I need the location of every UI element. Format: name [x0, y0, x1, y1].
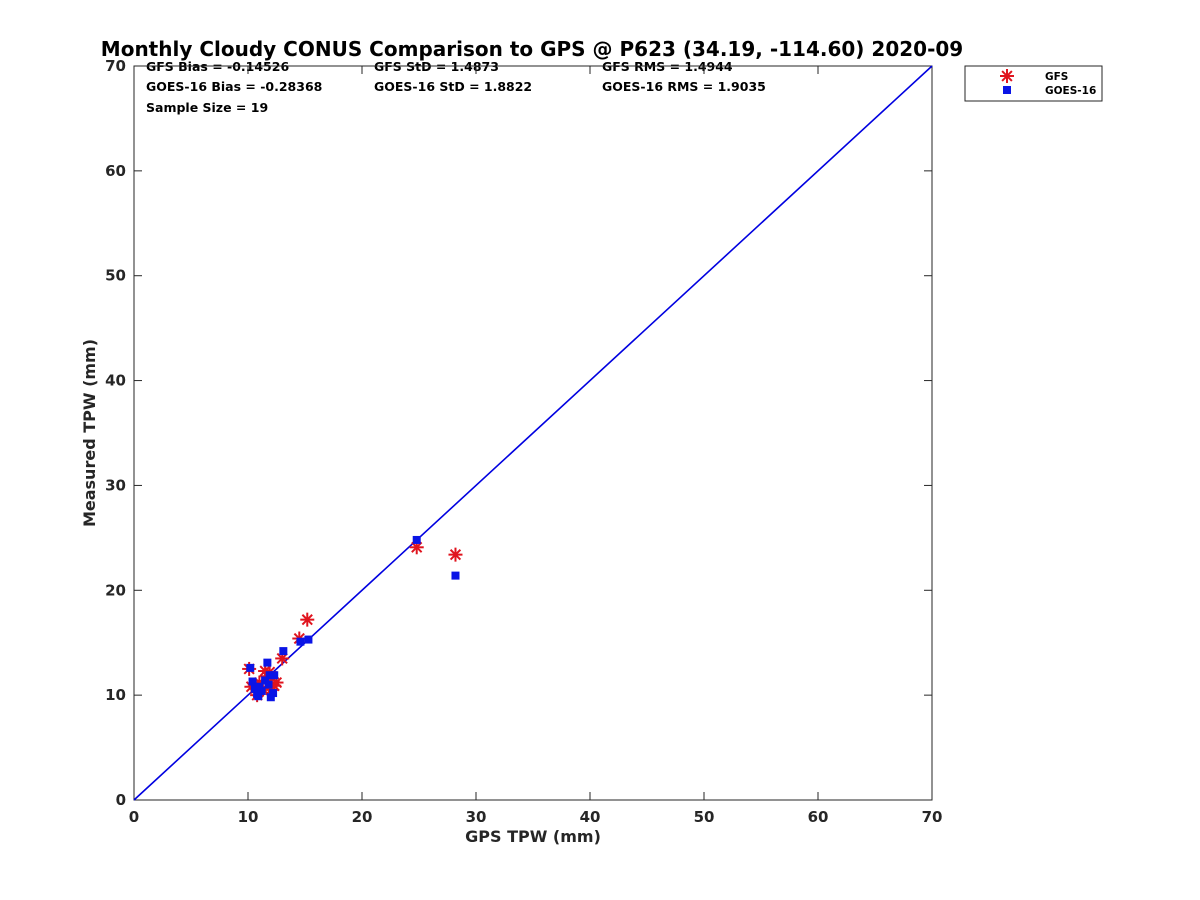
goes16-point	[246, 663, 255, 672]
stats-block: GFS Bias = -0.14526 GFS StD = 1.4873 GFS R…	[146, 59, 766, 115]
y-tick-label: 0	[116, 791, 126, 809]
legend-box	[964, 65, 1103, 102]
x-tick-label: 70	[922, 808, 943, 826]
legend-label: GOES-16	[1045, 85, 1096, 97]
goes16-point	[265, 671, 274, 680]
goes16-point	[266, 693, 275, 702]
goes16-point	[269, 689, 278, 698]
y-tick-label: 50	[105, 267, 126, 285]
y-axis-label: Measured TPW (mm)	[80, 339, 99, 527]
x-tick-label: 40	[580, 808, 601, 826]
goes16-point	[255, 682, 264, 691]
chart-title: Monthly Cloudy CONUS Comparison to GPS @…	[101, 37, 963, 61]
goes16-point	[451, 571, 460, 580]
x-tick-label: 50	[694, 808, 715, 826]
data-points	[242, 535, 463, 703]
goes16-point	[296, 637, 305, 646]
goes16-point	[257, 686, 266, 695]
gfs-point	[300, 612, 315, 627]
goes16-point	[264, 680, 273, 689]
gfs-point	[275, 651, 290, 666]
legend-marker-goes16	[1003, 86, 1011, 94]
goes16-point	[304, 635, 313, 644]
y-tick-label: 20	[105, 581, 126, 599]
legend-marker-gfs	[1000, 69, 1014, 83]
x-axis-label: GPS TPW (mm)	[465, 827, 601, 846]
y-tick-label: 60	[105, 162, 126, 180]
y-tick-label: 70	[105, 57, 126, 75]
goes16-point	[261, 676, 270, 685]
stat-text: GOES-16 RMS = 1.9035	[602, 79, 766, 94]
plot-axes	[133, 65, 933, 801]
x-tick-label: 60	[808, 808, 829, 826]
stat-text: GOES-16 Bias = -0.28368	[146, 79, 322, 94]
plot-area-frame	[133, 65, 933, 801]
x-tick-label: 20	[352, 808, 373, 826]
goes16-point	[270, 671, 279, 680]
x-tick-label: 0	[129, 808, 139, 826]
y-tick-label: 10	[105, 686, 126, 704]
goes16-point	[248, 677, 257, 686]
x-tick-label: 10	[238, 808, 259, 826]
legend: GFS GOES-16	[964, 65, 1103, 102]
goes16-point	[250, 684, 259, 693]
goes16-point	[263, 658, 272, 667]
goes16-point	[254, 692, 263, 701]
legend-label: GFS	[1045, 71, 1068, 83]
goes16-point	[279, 647, 288, 656]
stat-text: GOES-16 StD = 1.8822	[374, 79, 532, 94]
goes16-point	[412, 535, 421, 544]
y-tick-label: 30	[105, 476, 126, 494]
gfs-point	[448, 547, 463, 562]
x-tick-label: 30	[466, 808, 487, 826]
stat-text: Sample Size = 19	[146, 100, 268, 115]
y-tick-label: 40	[105, 372, 126, 390]
axis-ticks: 0 10 20 30 40 50 60 70 0 10 20 30 40 50 60 70	[105, 57, 942, 826]
